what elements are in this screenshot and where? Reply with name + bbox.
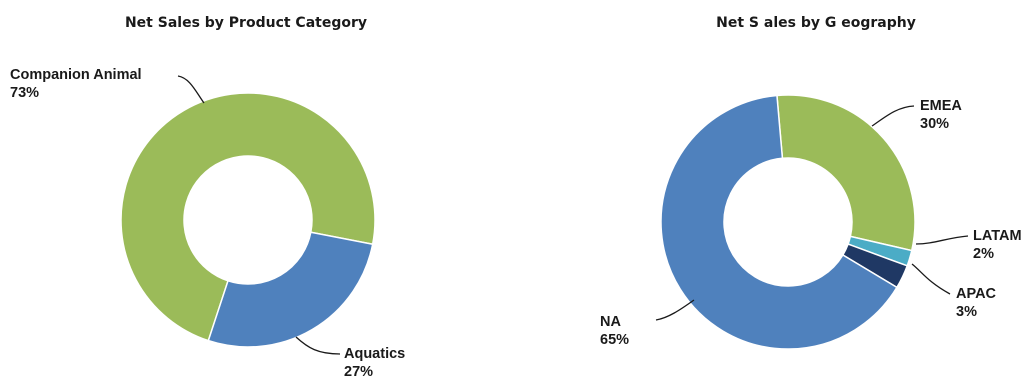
- category-donut-chart: Companion Animal 73% Aquatics 27%: [10, 67, 405, 378]
- slice-percent-aquatics: 27%: [344, 364, 373, 378]
- slice-label-na: NA: [600, 314, 621, 330]
- slice-percent-latam: 2%: [973, 246, 994, 262]
- leader-line-companion-animal: [177, 75, 205, 104]
- slice-percent-apac: 3%: [956, 304, 977, 320]
- slice-percent-emea: 30%: [920, 116, 949, 132]
- slice-percent-na: 65%: [600, 332, 629, 348]
- leader-line-aquatics: [295, 336, 341, 355]
- slice-companion-animal: [120, 92, 376, 342]
- chart-title-geography: Net S ales by G eography: [716, 15, 916, 31]
- leader-line-apac: [911, 263, 951, 295]
- slice-aquatics: [207, 231, 374, 348]
- slice-label-latam: LATAM: [973, 228, 1022, 244]
- slice-label-emea: EMEA: [920, 98, 962, 114]
- leader-line-emea: [871, 105, 915, 127]
- slice-label-companion-animal: Companion Animal: [10, 67, 142, 83]
- category-chart-panel: Net Sales by Product Category Companion …: [10, 15, 405, 378]
- geography-chart-panel: Net S ales by G eography EMEA 30% LATAM 2% A…: [516, 0, 1032, 378]
- leader-line-na: [655, 299, 695, 321]
- slice-emea: [776, 94, 916, 252]
- geography-donut-chart: EMEA 30% LATAM 2% APAC 3% NA 65%: [600, 94, 1022, 350]
- chart-title-category: Net Sales by Product Category: [124, 15, 368, 31]
- slice-label-apac: APAC: [956, 286, 997, 302]
- slice-na: [660, 94, 898, 350]
- leader-line-latam: [915, 235, 969, 245]
- slice-percent-companion-animal: 73%: [10, 85, 39, 101]
- slice-label-aquatics: Aquatics: [344, 346, 405, 362]
